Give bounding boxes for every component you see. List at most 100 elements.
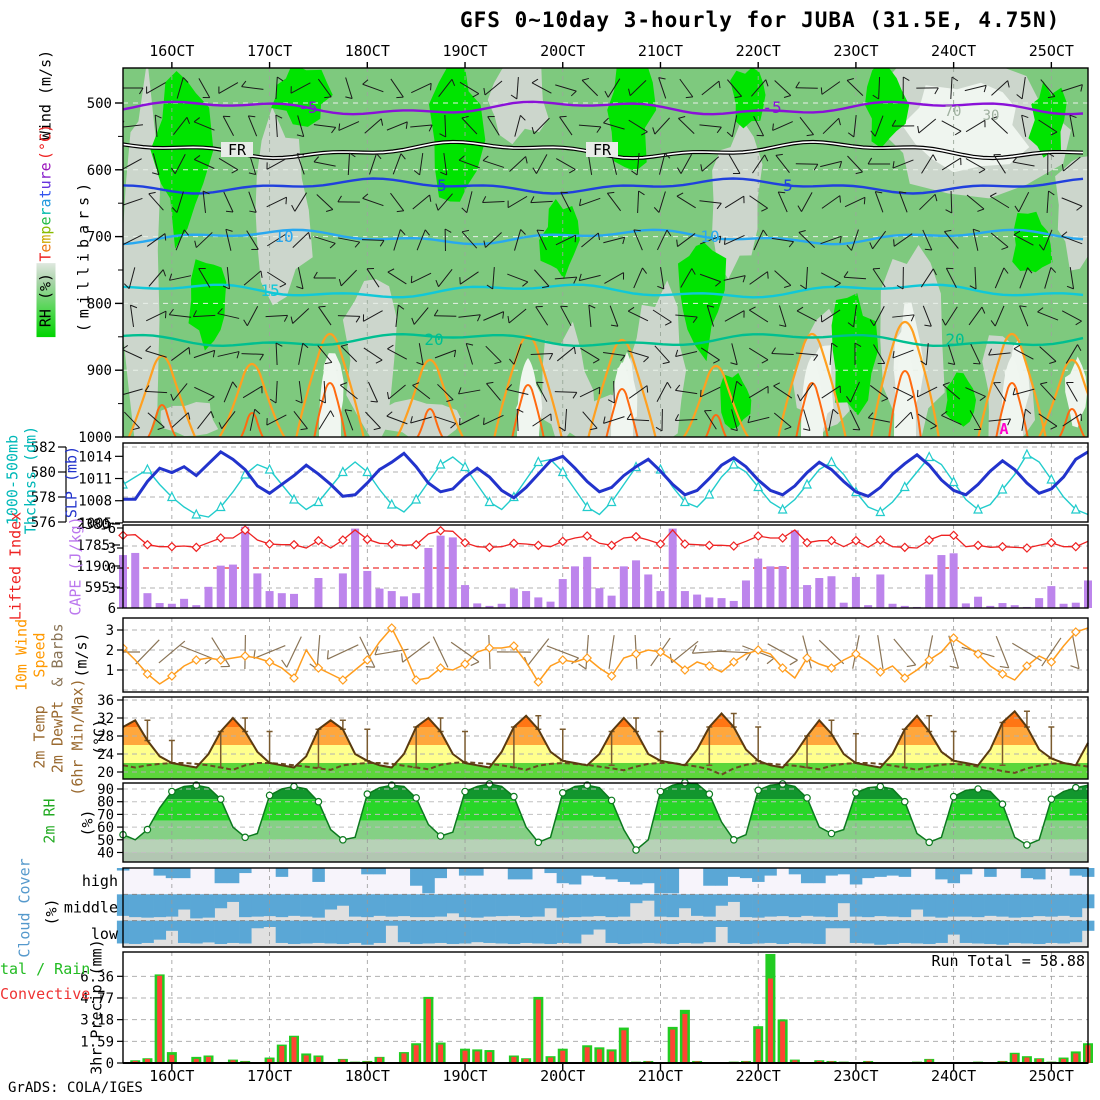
svg-text:low: low	[91, 925, 119, 943]
svg-text:16OCT: 16OCT	[149, 42, 194, 60]
svg-text:40: 40	[97, 846, 114, 862]
svg-text:-5: -5	[298, 98, 317, 117]
svg-text:3: 3	[108, 581, 116, 597]
svg-text:1005: 1005	[78, 516, 112, 532]
svg-text:595: 595	[85, 580, 110, 596]
svg-text:24OCT: 24OCT	[931, 1067, 976, 1085]
precip-axis-label: 3hr Precip (mm)	[87, 939, 106, 1075]
svg-text:23OCT: 23OCT	[833, 42, 878, 60]
degc-axis-label: (°C)	[36, 123, 55, 161]
svg-text:15: 15	[260, 281, 279, 300]
svg-text:10: 10	[274, 227, 293, 246]
pct-axis-label: (%)	[78, 809, 97, 837]
svg-text:22OCT: 22OCT	[736, 42, 781, 60]
svg-text:24: 24	[97, 747, 114, 763]
svg-text:800: 800	[87, 296, 112, 312]
svg-text:50: 50	[97, 833, 114, 849]
svg-text:28: 28	[97, 729, 114, 745]
svg-text:3.18: 3.18	[80, 1013, 114, 1029]
svg-text:17OCT: 17OCT	[247, 1067, 292, 1085]
svg-text:1785: 1785	[76, 538, 110, 554]
svg-text:30: 30	[983, 108, 1000, 124]
svg-text:FR: FR	[228, 141, 247, 159]
svg-text:FR: FR	[593, 141, 612, 159]
slp-axis-label: SLP (mb)	[62, 445, 81, 519]
svg-text:70: 70	[945, 104, 962, 120]
svg-text:10: 10	[700, 227, 719, 246]
svg-text:24OCT: 24OCT	[931, 42, 976, 60]
svg-text:19OCT: 19OCT	[442, 1067, 487, 1085]
temp2m-axis-label: 2m Temp	[30, 705, 49, 769]
svg-text:0: 0	[108, 561, 116, 577]
svg-text:20: 20	[424, 330, 443, 349]
svg-text:1011: 1011	[78, 472, 112, 488]
wind10m-axis-label-2: Speed	[30, 632, 49, 678]
svg-text:16OCT: 16OCT	[149, 1067, 194, 1085]
wind10m-axis-label-1: 10m Wind	[12, 618, 31, 692]
svg-text:21OCT: 21OCT	[638, 1067, 683, 1085]
cloud-pct-axis-label: (%)	[42, 898, 61, 926]
svg-text:-6: -6	[99, 521, 116, 537]
svg-text:580: 580	[31, 465, 56, 481]
svg-text:576: 576	[31, 515, 56, 531]
svg-text:20: 20	[97, 765, 114, 781]
svg-text:1000: 1000	[78, 430, 112, 446]
svg-text:3: 3	[106, 623, 114, 639]
svg-text:1.59: 1.59	[80, 1034, 114, 1050]
millibars-axis-label: (millibars)	[74, 177, 93, 333]
svg-text:900: 900	[87, 363, 112, 379]
degc2-axis-label: (°C)	[90, 718, 109, 756]
dewpt-axis-label: 2m DewPt	[48, 700, 67, 774]
page-title: GFS 0~10day 3-hourly for JUBA (31.5E, 4.…	[460, 8, 1061, 32]
rh2m-axis-label: 2m RH	[40, 798, 59, 844]
cloud-cover-axis-label: Cloud Cover	[15, 858, 34, 958]
svg-text:19OCT: 19OCT	[442, 42, 487, 60]
minmax-axis-label: (6hr Min/Max)	[68, 678, 87, 796]
svg-text:5: 5	[437, 176, 447, 195]
svg-text:A: A	[999, 420, 1008, 438]
svg-text:0: 0	[106, 1056, 114, 1072]
svg-text:60: 60	[97, 820, 114, 836]
svg-text:2: 2	[106, 643, 114, 659]
svg-text:20OCT: 20OCT	[540, 42, 585, 60]
svg-text:1008: 1008	[78, 494, 112, 510]
rh-axis-label: RH (%)	[36, 262, 56, 338]
svg-text:21OCT: 21OCT	[638, 42, 683, 60]
svg-text:500: 500	[87, 96, 112, 112]
lifted-index-axis-label: Lifted Index	[6, 511, 25, 621]
svg-text:22OCT: 22OCT	[736, 1067, 781, 1085]
svg-text:600: 600	[87, 163, 112, 179]
svg-text:18OCT: 18OCT	[345, 1067, 390, 1085]
svg-text:1190: 1190	[76, 559, 110, 575]
svg-text:6: 6	[108, 601, 116, 617]
grads-credit: GrADS: COLA/IGES	[8, 1080, 143, 1096]
svg-text:17OCT: 17OCT	[247, 42, 292, 60]
svg-text:20OCT: 20OCT	[540, 1067, 585, 1085]
svg-text:1: 1	[106, 663, 114, 679]
svg-text:2380: 2380	[76, 517, 110, 533]
barbs-axis-label: & Barbs	[48, 623, 67, 687]
svg-text:70: 70	[97, 807, 114, 823]
svg-text:1014: 1014	[78, 449, 112, 465]
svg-text:36: 36	[97, 693, 114, 709]
convective-label: Convective	[0, 985, 91, 1003]
svg-text:-3: -3	[99, 541, 116, 557]
svg-text:4.77: 4.77	[80, 991, 114, 1007]
thickness-axis-label-2: Thcknss (dm)	[21, 425, 40, 535]
svg-text:80: 80	[97, 795, 114, 811]
svg-text:23OCT: 23OCT	[833, 1067, 878, 1085]
ms-axis-label: (m/s)	[72, 632, 91, 678]
svg-text:middle: middle	[64, 899, 118, 917]
svg-text:25OCT: 25OCT	[1029, 42, 1074, 60]
svg-text:582: 582	[31, 440, 56, 456]
cape-axis-label: CAPE (J/kg)	[66, 516, 85, 616]
run-total-label: Run Total = 58.88	[931, 952, 1085, 970]
total-rain-label: tal / Rain	[0, 960, 91, 978]
svg-text:18OCT: 18OCT	[345, 42, 390, 60]
svg-text:32: 32	[97, 711, 114, 727]
svg-text:20: 20	[945, 330, 964, 349]
svg-text:90: 90	[97, 782, 114, 798]
svg-text:25OCT: 25OCT	[1029, 1067, 1074, 1085]
